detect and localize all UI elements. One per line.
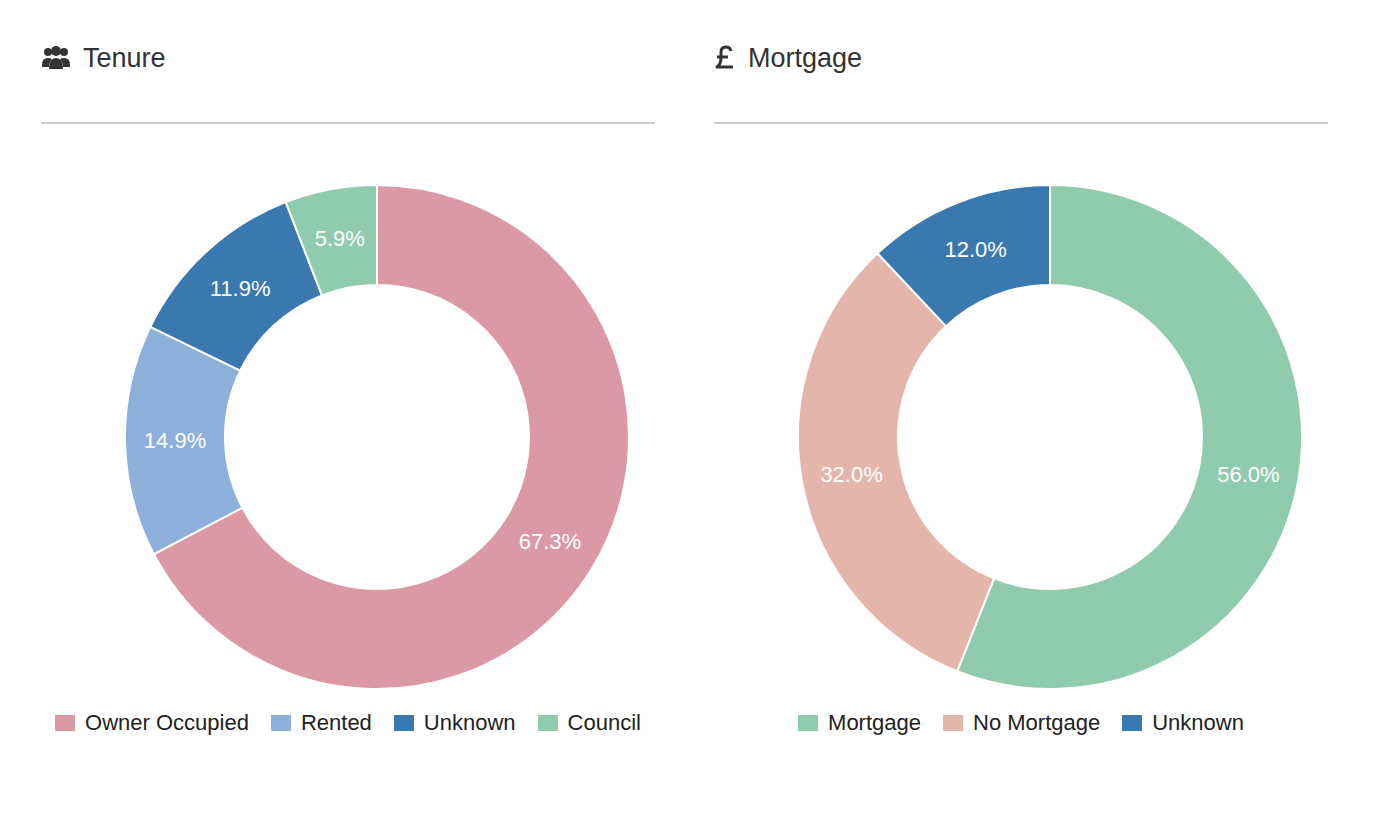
html-text:Mortgage: Mortgage [748,42,863,73]
html-text:Unknown: Unknown [1152,710,1244,735]
svg-text:32.0%: 32.0% [820,462,882,487]
svg-text:11.9%: 11.9% [210,276,271,301]
svg-text:12.0%: 12.0% [944,237,1006,262]
svg-text:5.9%: 5.9% [315,226,365,251]
svg-text:67.3%: 67.3% [519,529,581,554]
html-text:Unknown: Unknown [423,710,516,735]
html-text:Council: Council [567,710,641,735]
html-text:Mortgage: Mortgage [828,710,921,735]
svg-text:56.0%: 56.0% [1217,462,1279,487]
html-text:No Mortgage: No Mortgage [973,710,1101,735]
html-text:Rented: Rented [300,710,372,735]
html-text:Tenure: Tenure [83,42,166,73]
html-text:Owner Occupied: Owner Occupied [85,710,249,735]
svg-text:14.9%: 14.9% [144,428,206,453]
